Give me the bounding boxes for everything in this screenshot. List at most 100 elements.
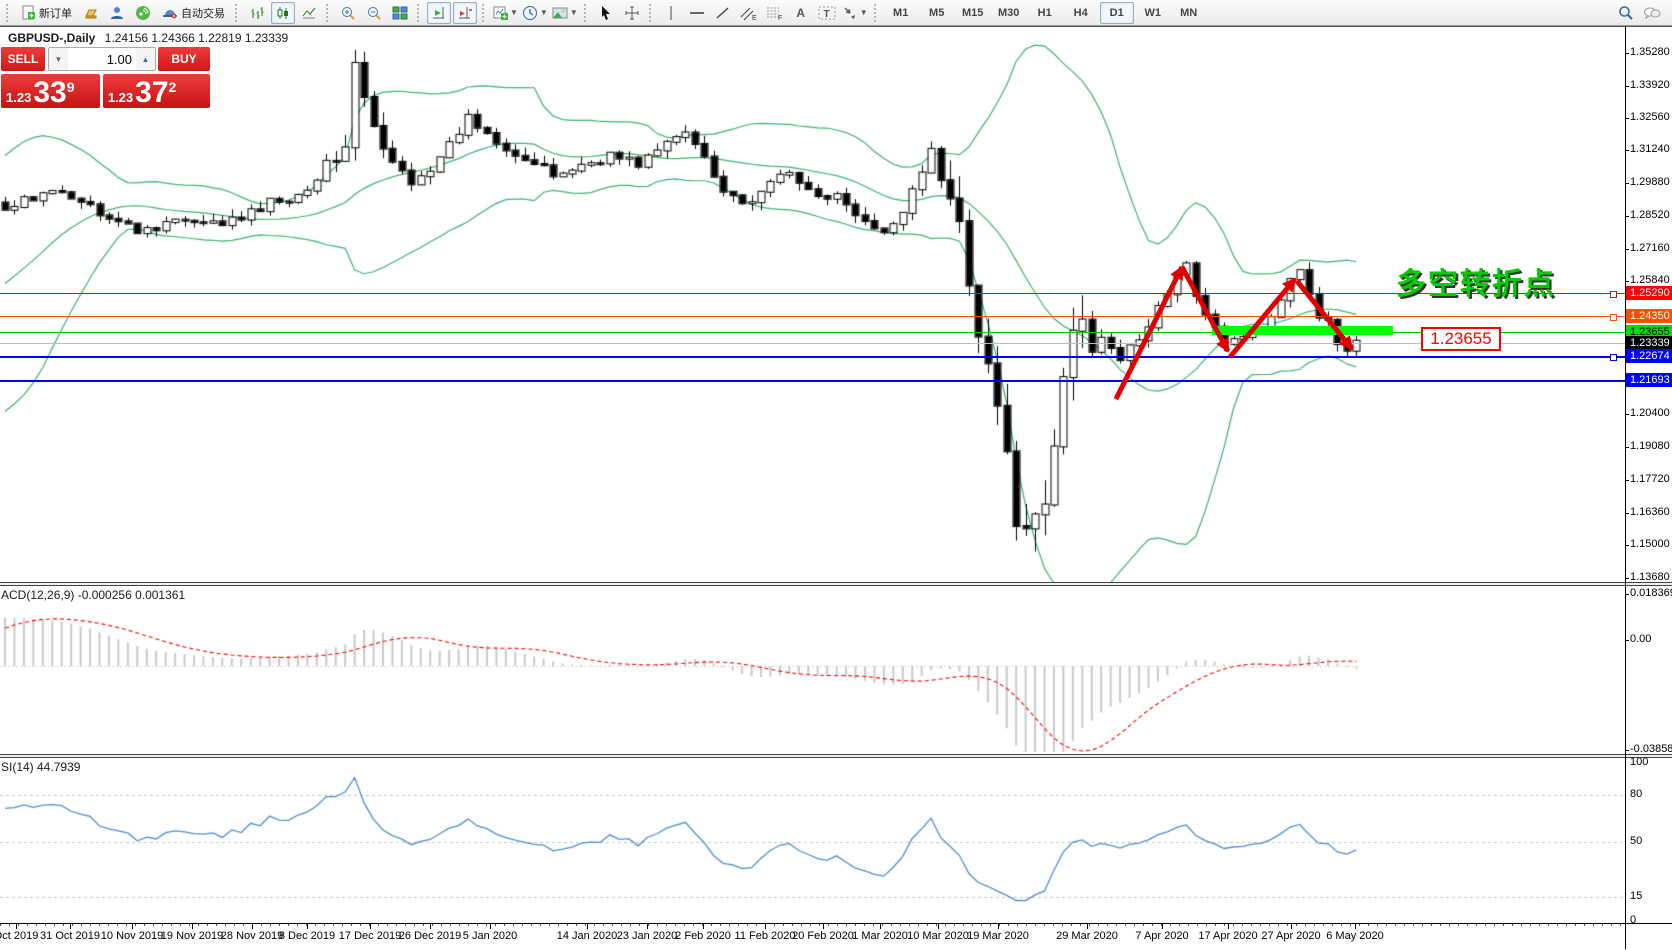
- cursor-button[interactable]: [594, 2, 618, 24]
- toolbar-drag-handle[interactable]: [417, 3, 422, 22]
- horizontal-line[interactable]: [0, 356, 1625, 358]
- periods-button[interactable]: ▼: [521, 2, 549, 24]
- tile-windows-button[interactable]: [388, 2, 412, 24]
- volume-decrease-button[interactable]: ▼: [49, 48, 68, 70]
- time-axis-tick: [1355, 924, 1356, 929]
- volume-input[interactable]: [68, 48, 136, 70]
- sell-button[interactable]: SELL: [1, 47, 45, 71]
- community-button[interactable]: [105, 2, 129, 24]
- trend-arrow[interactable]: [1179, 265, 1231, 353]
- channel-button[interactable]: E: [737, 2, 761, 24]
- time-axis-label: 20 Feb 2020: [792, 930, 854, 942]
- deposit-button[interactable]: [79, 2, 103, 24]
- line-endpoint-marker[interactable]: [1610, 354, 1617, 361]
- timeframe-h4-button[interactable]: H4: [1073, 6, 1088, 19]
- horizontal-line[interactable]: [0, 316, 1625, 317]
- chevron-down-icon: ▼: [510, 8, 518, 17]
- macd-chart-canvas[interactable]: [0, 586, 1625, 754]
- toolbar-drag-handle[interactable]: [235, 3, 240, 22]
- fibo-button[interactable]: F: [763, 2, 787, 24]
- timeframe-h1-button[interactable]: H1: [1037, 6, 1052, 19]
- macd-label: ACD(12,26,9) -0.000256 0.001361: [1, 588, 186, 602]
- timeframe-m15-button[interactable]: M15: [961, 6, 984, 19]
- horizontal-line[interactable]: [0, 343, 1625, 344]
- buy-price-display[interactable]: 1.23 37 2: [102, 74, 210, 108]
- trendline-button[interactable]: [711, 2, 735, 24]
- buy-button[interactable]: BUY: [158, 47, 210, 71]
- time-axis-label: 1 Mar 2020: [852, 930, 908, 942]
- time-axis-tick: [765, 924, 766, 929]
- toolbar-drag-handle[interactable]: [326, 3, 331, 22]
- price-axis-tick-label: 1.20400: [1630, 407, 1670, 419]
- horizontal-line[interactable]: [0, 380, 1625, 382]
- price-axis-tick-label: 1.31240: [1630, 143, 1670, 155]
- timeframe-w1-button[interactable]: W1: [1144, 6, 1161, 19]
- auto-scroll-button[interactable]: [427, 1, 451, 24]
- toolbar-drag-handle[interactable]: [6, 3, 11, 22]
- timeframe-m30-button[interactable]: M30: [997, 6, 1020, 19]
- rsi-pane[interactable]: SI(14) 44.7939: [0, 758, 1625, 923]
- volume-increase-button[interactable]: ▲: [136, 48, 155, 70]
- trend-arrow[interactable]: [1113, 265, 1185, 401]
- macd-pane[interactable]: ACD(12,26,9) -0.000256 0.001361: [0, 586, 1625, 754]
- zoom-out-button[interactable]: [362, 2, 386, 24]
- chart-line-button[interactable]: [297, 2, 321, 24]
- new-order-button[interactable]: 新订单: [16, 2, 77, 24]
- buy-price-sup: 2: [168, 79, 177, 95]
- support-zone-bar[interactable]: [1212, 326, 1393, 335]
- vline-icon: [664, 5, 678, 21]
- toolbar-drag-handle[interactable]: [482, 3, 487, 22]
- time-axis-tick: [307, 924, 308, 929]
- bull-bear-turning-point-annotation[interactable]: 多空转折点: [1396, 268, 1556, 301]
- line-endpoint-marker[interactable]: [1610, 291, 1617, 298]
- line-endpoint-marker[interactable]: [1610, 314, 1617, 321]
- time-axis-label: 28 Nov 2019: [220, 930, 284, 942]
- timeframe-m5-button[interactable]: M5: [929, 6, 945, 19]
- crosshair-button[interactable]: [620, 2, 644, 24]
- rsi-chart-canvas[interactable]: [0, 758, 1625, 923]
- time-axis-tick: [70, 924, 71, 929]
- toolbar-drag-handle[interactable]: [648, 3, 654, 22]
- horizontal-line[interactable]: [0, 293, 1625, 294]
- hline-button[interactable]: [685, 2, 709, 24]
- vline-button[interactable]: [659, 2, 683, 24]
- horizontal-line[interactable]: [0, 332, 1625, 333]
- autotrading-button[interactable]: 自动交易: [157, 2, 230, 24]
- arrows-tool-button[interactable]: ▼: [841, 2, 869, 24]
- trend-arrows[interactable]: [0, 27, 1625, 582]
- chart-window: 多空转折点 1.23655 GBPUSD-,Daily 1.24156 1.24…: [0, 26, 1672, 950]
- new-chart-button[interactable]: ▼: [492, 2, 519, 24]
- pane-separator[interactable]: [0, 754, 1672, 758]
- templates-button[interactable]: ▼: [551, 2, 579, 24]
- sell-price-display[interactable]: 1.23 33 9: [1, 74, 100, 108]
- time-axis-tick: [1162, 924, 1163, 929]
- text-button[interactable]: A: [789, 2, 813, 24]
- zoom-in-button[interactable]: [336, 2, 360, 24]
- chart-bars-button[interactable]: [245, 2, 269, 24]
- main-price-pane[interactable]: 多空转折点 1.23655 GBPUSD-,Daily 1.24156 1.24…: [0, 27, 1625, 582]
- price-callout-label[interactable]: 1.23655: [1421, 327, 1501, 351]
- chevron-down-icon: ▼: [539, 8, 548, 17]
- timeframe-d1-button[interactable]: D1: [1099, 1, 1134, 24]
- macd-axis-label: 0.018369: [1630, 587, 1672, 599]
- toolbar-drag-handle[interactable]: [583, 3, 589, 22]
- timeframe-mn-button[interactable]: MN: [1180, 6, 1198, 19]
- time-axis-label: 29 Mar 2020: [1056, 930, 1118, 942]
- signals-button[interactable]: [131, 2, 155, 24]
- chart-candles-button[interactable]: [271, 1, 295, 24]
- chart-shift-button[interactable]: [453, 1, 477, 24]
- toolbar-drag-handle[interactable]: [873, 3, 879, 22]
- chat-button[interactable]: [1640, 2, 1664, 24]
- search-button[interactable]: [1614, 2, 1638, 24]
- pane-separator[interactable]: [0, 582, 1672, 586]
- time-axis-tick: [587, 924, 588, 929]
- time-axis-label: 19 Mar 2020: [967, 930, 1029, 942]
- sell-price-small: 1.23: [6, 90, 32, 105]
- timeframe-m1-button[interactable]: M1: [893, 6, 909, 19]
- trendline-icon: [715, 5, 731, 21]
- trend-arrow[interactable]: [1228, 277, 1297, 359]
- trend-arrow[interactable]: [1295, 279, 1354, 351]
- candlestick-chart-canvas[interactable]: [0, 27, 1625, 582]
- label-button[interactable]: T: [815, 2, 839, 24]
